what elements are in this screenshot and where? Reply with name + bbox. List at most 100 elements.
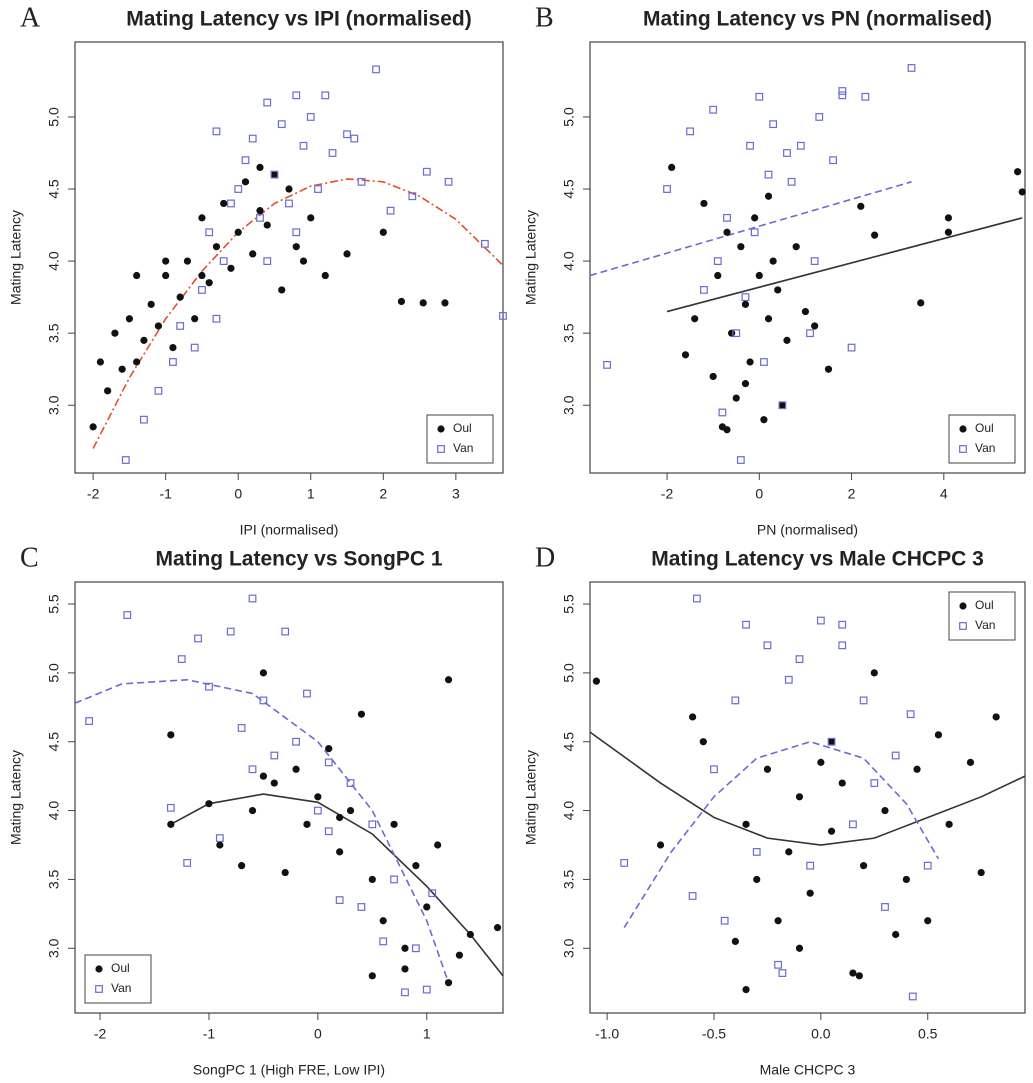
point [778, 401, 787, 410]
point [731, 937, 739, 945]
x-tick-label: 0 [755, 486, 763, 502]
point [299, 257, 308, 265]
y-tick-label: 3.5 [46, 869, 62, 889]
point [891, 751, 900, 760]
point [125, 315, 134, 323]
point [656, 841, 665, 849]
x-tick-label: 0 [314, 1026, 322, 1042]
point [248, 806, 257, 815]
x-tick-label: -2 [94, 1026, 107, 1042]
point [234, 185, 243, 193]
point [692, 594, 701, 603]
point [303, 689, 311, 698]
point [241, 178, 250, 186]
legend-label: Oul [111, 961, 130, 975]
legend-marker [437, 425, 445, 433]
x-tick-label: -1 [159, 486, 172, 502]
point [422, 167, 431, 176]
point [237, 724, 246, 732]
point [428, 889, 437, 898]
point [688, 892, 697, 900]
point [977, 868, 985, 877]
point [838, 87, 847, 95]
point [104, 387, 112, 395]
y-tick-label: 3.5 [561, 869, 577, 889]
point [774, 960, 783, 969]
point [270, 171, 279, 179]
point [292, 737, 300, 746]
point [751, 214, 759, 222]
point [906, 710, 915, 719]
point [709, 105, 718, 114]
x-tick-label: -1.0 [595, 1026, 619, 1042]
y-tick-label: 5.0 [561, 663, 577, 683]
point [827, 738, 836, 746]
panel-letter: B [535, 2, 554, 33]
point [752, 847, 761, 856]
point [944, 228, 953, 236]
point [746, 141, 754, 150]
point [838, 620, 847, 629]
point [401, 944, 409, 952]
point [811, 322, 819, 330]
point [444, 676, 453, 684]
x-tick-label: 2 [379, 486, 387, 502]
point [278, 286, 286, 294]
y-tick-label: 4.0 [561, 801, 577, 821]
x-tick-label: 0 [234, 486, 242, 502]
legend-label: Van [111, 981, 131, 995]
point [307, 214, 315, 222]
legend-marker [95, 985, 103, 993]
y-axis-label: Mating Latency [523, 210, 539, 305]
x-axis-label: SongPC 1 (High FRE, Low IPI) [193, 1062, 385, 1078]
point [824, 365, 833, 373]
point [728, 329, 736, 337]
point [493, 924, 502, 932]
legend-marker [959, 425, 967, 433]
point [167, 731, 175, 739]
point [336, 813, 344, 822]
point [764, 192, 773, 200]
point [390, 875, 398, 884]
y-tick-label: 3.5 [46, 323, 62, 343]
point [741, 380, 750, 388]
y-tick-label: 4.0 [46, 801, 62, 821]
point [709, 372, 717, 381]
point [603, 360, 611, 369]
point [881, 903, 889, 911]
point [966, 758, 975, 766]
point [801, 307, 810, 316]
point [263, 257, 272, 266]
point [270, 751, 279, 760]
legend-label: Van [453, 441, 473, 455]
point [720, 916, 729, 925]
x-axis-label: IPI (normalised) [240, 522, 339, 538]
point [205, 279, 213, 287]
panel-title: Mating Latency vs Male CHCPC 3 [651, 548, 984, 571]
fit-line [92, 178, 504, 449]
point [731, 696, 740, 705]
point [871, 231, 879, 239]
point [379, 937, 388, 946]
point [386, 206, 395, 215]
x-axis-label: PN (normalised) [757, 522, 858, 538]
point [190, 343, 199, 352]
point [140, 336, 148, 344]
point [281, 627, 290, 636]
point [870, 669, 878, 677]
legend-marker [95, 965, 103, 973]
point [212, 243, 221, 251]
point [441, 299, 449, 307]
point [444, 979, 453, 987]
point [234, 228, 242, 236]
point [89, 423, 97, 431]
point [154, 386, 163, 395]
point [849, 820, 857, 829]
point [226, 627, 235, 636]
legend-label: Oul [975, 421, 994, 435]
point [357, 903, 366, 911]
point [227, 264, 235, 272]
x-tick-label: 1 [423, 1026, 431, 1042]
panel-title: Mating Latency vs IPI (normalised) [126, 8, 471, 31]
point [85, 717, 94, 725]
